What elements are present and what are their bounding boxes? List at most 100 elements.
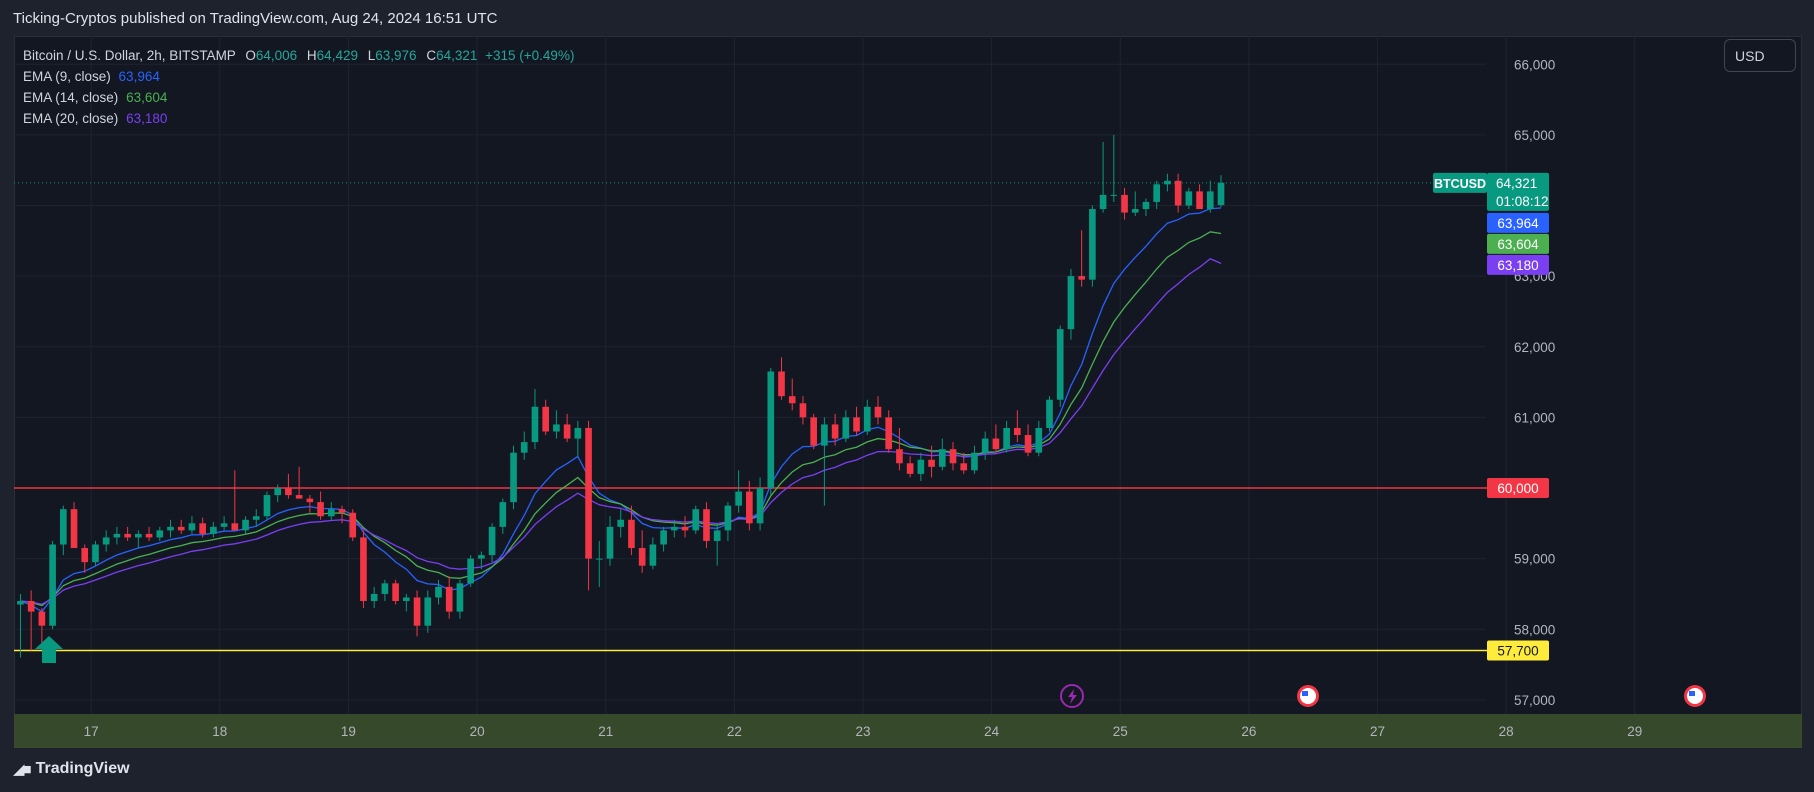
low-value: 63,976: [375, 48, 417, 63]
candle-body: [1024, 435, 1032, 453]
candle: [317, 491, 324, 520]
candle-body: [563, 424, 571, 439]
candle-body: [520, 442, 528, 453]
candle-body: [1046, 399, 1053, 428]
candle-body: [1078, 276, 1085, 280]
symbol-tag: [1433, 172, 1487, 193]
level-price-text: 57,700: [1497, 643, 1538, 658]
candle: [403, 593, 410, 612]
candle-body: [595, 558, 603, 560]
candle-body: [445, 586, 453, 612]
candle-body: [885, 417, 893, 450]
y-tick-label: 59,000: [1514, 552, 1555, 567]
candle-body: [906, 463, 914, 474]
candle-body: [735, 491, 742, 506]
y-tick-label: 58,000: [1514, 622, 1555, 637]
candle: [413, 590, 421, 637]
candle: [756, 477, 764, 531]
candle: [831, 413, 839, 446]
x-tick-label: 28: [1499, 724, 1514, 739]
last-price-label: [1487, 172, 1549, 211]
candle: [981, 431, 989, 460]
x-tick-label: 18: [212, 724, 227, 739]
candle-body: [199, 523, 206, 534]
horizontal-levels: [14, 487, 1487, 652]
candle: [531, 389, 539, 450]
candle-body: [992, 438, 1000, 450]
candle-body: [960, 463, 968, 471]
low-key: L: [367, 48, 376, 63]
candle-body: [70, 509, 78, 549]
symbol-tag-text: BTCUSD: [1434, 177, 1486, 191]
candle-body: [59, 509, 67, 545]
candle: [188, 516, 196, 534]
candle-body: [435, 586, 442, 598]
countdown-text: 01:08:12: [1496, 194, 1549, 209]
candle: [1185, 187, 1193, 210]
ema-price-label: [1487, 212, 1549, 233]
candle-body: [1217, 182, 1225, 206]
candle-body: [874, 406, 882, 418]
lightning-icon[interactable]: [1060, 684, 1084, 708]
candle-body: [349, 512, 357, 538]
candle-body: [938, 449, 946, 467]
candle-body: [467, 558, 474, 584]
candle-body: [381, 583, 389, 594]
level-price-label: [1487, 478, 1549, 498]
candle: [863, 399, 871, 436]
candle-body: [1014, 427, 1021, 436]
level-price-text: 60,000: [1497, 481, 1538, 496]
candle-body: [1056, 329, 1064, 400]
us-flag-icon[interactable]: [1684, 685, 1706, 707]
candle-body: [638, 548, 646, 566]
price-chart[interactable]: 57,00058,00059,00061,00062,00063,00065,0…: [14, 36, 1802, 748]
open-key: O: [245, 48, 256, 63]
ema9-row[interactable]: EMA (9, close) 63,964: [23, 66, 574, 87]
chart-grid: [14, 36, 1636, 714]
candle: [167, 519, 174, 538]
candle-body: [242, 519, 249, 531]
ema20-row[interactable]: EMA (20, close) 63,180: [23, 108, 574, 129]
tradingview-logo[interactable]: ◢■ TradingView: [13, 760, 130, 778]
candle-body: [27, 601, 35, 612]
candle-body: [92, 544, 99, 563]
candle: [746, 480, 753, 531]
candle-body: [102, 537, 110, 545]
y-tick-label: 62,000: [1514, 340, 1555, 355]
candle: [917, 452, 925, 481]
published-header: Ticking-Cryptos published on TradingView…: [0, 0, 1814, 38]
ema-lines: [20, 207, 1222, 613]
axes: 57,00058,00059,00061,00062,00063,00065,0…: [84, 57, 1643, 739]
candle: [17, 593, 24, 658]
ema14-row[interactable]: EMA (14, close) 63,604: [23, 87, 574, 108]
x-tick-label: 23: [855, 724, 870, 739]
event-markers: [35, 636, 1706, 708]
candle-body: [220, 523, 228, 527]
candle-body: [360, 537, 367, 601]
candle: [59, 505, 67, 556]
candle-body: [724, 505, 732, 531]
ema14-label: EMA (14, close): [23, 90, 119, 105]
ema-line: [20, 207, 1222, 613]
y-tick-label: 57,000: [1514, 693, 1555, 708]
candle-body: [628, 519, 635, 549]
us-flag-icon[interactable]: [1297, 685, 1319, 707]
candle: [681, 516, 689, 538]
candle: [349, 509, 357, 541]
candle-body: [1174, 180, 1182, 206]
candle: [1078, 230, 1085, 287]
candle: [767, 367, 775, 496]
candle: [842, 410, 850, 443]
candle: [210, 521, 217, 538]
candle-body: [928, 459, 935, 467]
candle: [735, 470, 742, 513]
candle: [553, 410, 560, 439]
candle: [885, 410, 893, 453]
ema-price-text: 63,604: [1497, 237, 1539, 252]
candle-body: [113, 533, 121, 538]
candle: [1035, 420, 1043, 457]
currency-button[interactable]: USD: [1724, 39, 1796, 72]
candle-body: [1089, 209, 1096, 280]
candle: [327, 502, 335, 520]
x-tick-label: 20: [470, 724, 485, 739]
